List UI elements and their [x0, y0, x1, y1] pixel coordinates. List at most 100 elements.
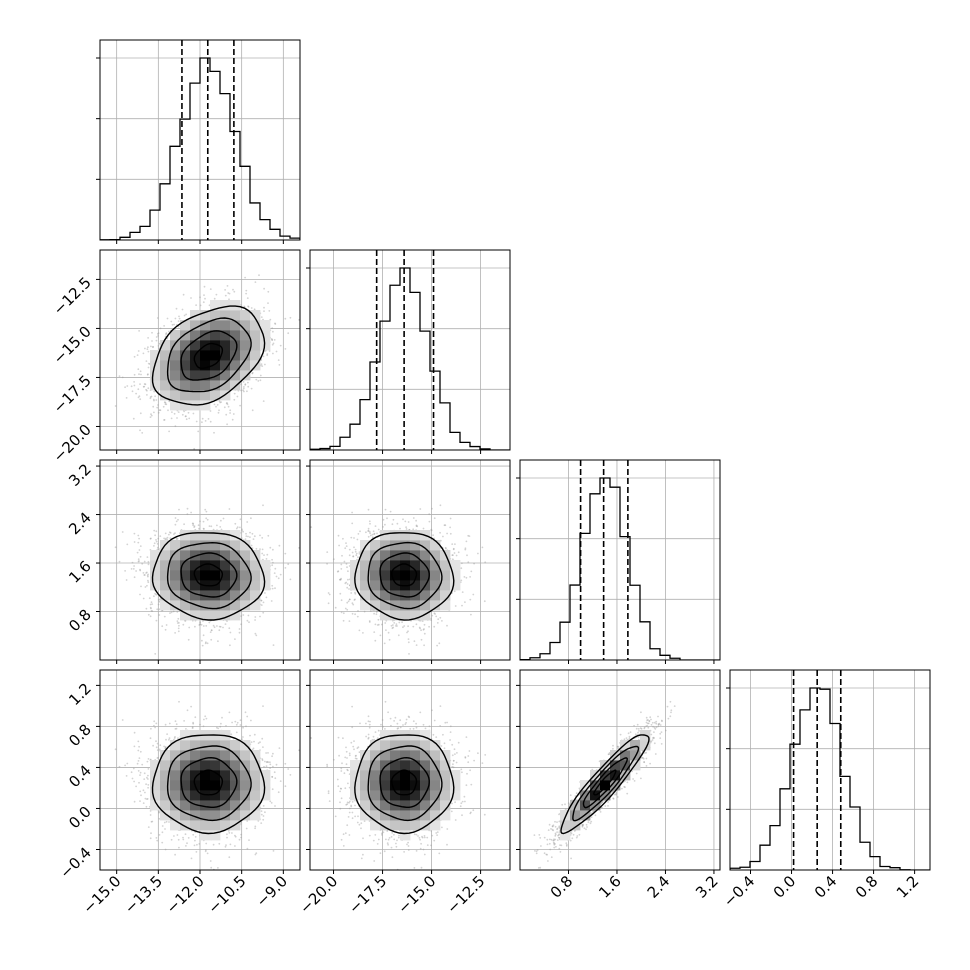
density-cell — [210, 750, 221, 761]
density-cell — [150, 570, 161, 581]
density-cell — [440, 810, 451, 821]
density-cell — [240, 770, 251, 781]
density-cell — [440, 780, 451, 791]
density-cell — [400, 740, 411, 751]
contour-2-0-0 — [193, 563, 224, 587]
density-cell — [180, 560, 191, 571]
density-cell — [400, 820, 411, 831]
contour-3-0-0 — [193, 769, 224, 796]
density-cell — [220, 780, 231, 791]
density-cell — [250, 760, 261, 771]
density-cell — [400, 590, 411, 601]
density-cell — [190, 370, 201, 381]
y-tick-label: −12.5 — [50, 274, 95, 319]
density-cell — [400, 540, 411, 551]
density-cell — [170, 570, 181, 581]
density-cell — [210, 380, 221, 391]
density-cell — [190, 740, 201, 751]
density-cell — [160, 760, 171, 771]
density-cell — [180, 590, 191, 601]
density-cell — [630, 750, 641, 761]
density-cell — [230, 590, 241, 601]
density-cell — [430, 740, 441, 751]
density-cell — [230, 300, 241, 311]
density-cell — [360, 800, 371, 811]
density-cell — [220, 610, 231, 621]
density-cell — [250, 600, 261, 611]
x-tick-label: 0.4 — [811, 872, 841, 902]
density-cell — [410, 820, 421, 831]
density-cell — [240, 550, 251, 561]
x-tick-label: −12.0 — [163, 872, 208, 917]
density-cell — [230, 580, 241, 591]
density-cell — [420, 610, 431, 621]
density-cell — [210, 790, 221, 801]
density-cell — [190, 330, 201, 341]
density-cell — [200, 560, 211, 571]
density-cell — [170, 560, 181, 571]
density-cell — [160, 750, 171, 761]
density-cell — [170, 810, 181, 821]
density-cell — [430, 750, 441, 761]
contour-3-2-2 — [572, 745, 640, 822]
histogram-0 — [100, 57, 300, 240]
density-cell — [240, 310, 251, 321]
density-cell — [210, 590, 221, 601]
density-cell — [610, 750, 621, 761]
density-cell — [380, 610, 391, 621]
x-tick-label: 1.6 — [595, 872, 625, 902]
density-cell — [360, 760, 371, 771]
density-cell — [410, 580, 421, 591]
density-cell — [240, 570, 251, 581]
density-cell — [640, 740, 651, 751]
density-cell — [170, 760, 181, 771]
density-cell — [360, 550, 371, 561]
density-cell — [180, 400, 191, 411]
density-cell — [170, 390, 181, 401]
density-cell — [190, 590, 201, 601]
density-cell — [210, 350, 221, 361]
density-cell — [230, 350, 241, 361]
density-cell — [200, 820, 211, 831]
x-tick-label: −0.4 — [720, 872, 758, 910]
density-cell — [250, 810, 261, 821]
density-cell — [360, 600, 371, 611]
density-cell — [430, 800, 441, 811]
density-cell — [380, 750, 391, 761]
density-cell — [430, 570, 441, 581]
density-cell — [430, 550, 441, 561]
density-cell — [400, 800, 411, 811]
x-tick-label: 0.0 — [770, 872, 800, 902]
density-cell — [560, 830, 571, 841]
density-cell — [200, 780, 211, 791]
density-cell — [200, 400, 211, 411]
density-cell — [160, 390, 171, 401]
density-cell — [180, 790, 191, 801]
density-cell — [150, 580, 161, 591]
density-cell — [210, 830, 221, 841]
density-cell — [220, 310, 231, 321]
density-cell — [390, 740, 401, 751]
panel-frame — [309, 459, 511, 661]
density-cell — [200, 550, 211, 561]
density-cell — [230, 760, 241, 771]
density-cell — [380, 760, 391, 771]
panel-frame — [99, 459, 301, 661]
density-cell — [440, 790, 451, 801]
density-cell — [240, 320, 251, 331]
density-cell — [240, 800, 251, 811]
density-cell — [220, 790, 231, 801]
density-cell — [200, 320, 211, 331]
density-cell — [400, 770, 411, 781]
density-cell — [230, 610, 241, 621]
density-cell — [180, 600, 191, 611]
density-cell — [170, 550, 181, 561]
density-cell — [250, 330, 261, 341]
density-cell — [250, 320, 261, 331]
density-cell — [360, 810, 371, 821]
density-cell — [240, 780, 251, 791]
density-cell — [600, 770, 611, 781]
density-cell — [250, 350, 261, 361]
panel-frame — [309, 669, 511, 871]
